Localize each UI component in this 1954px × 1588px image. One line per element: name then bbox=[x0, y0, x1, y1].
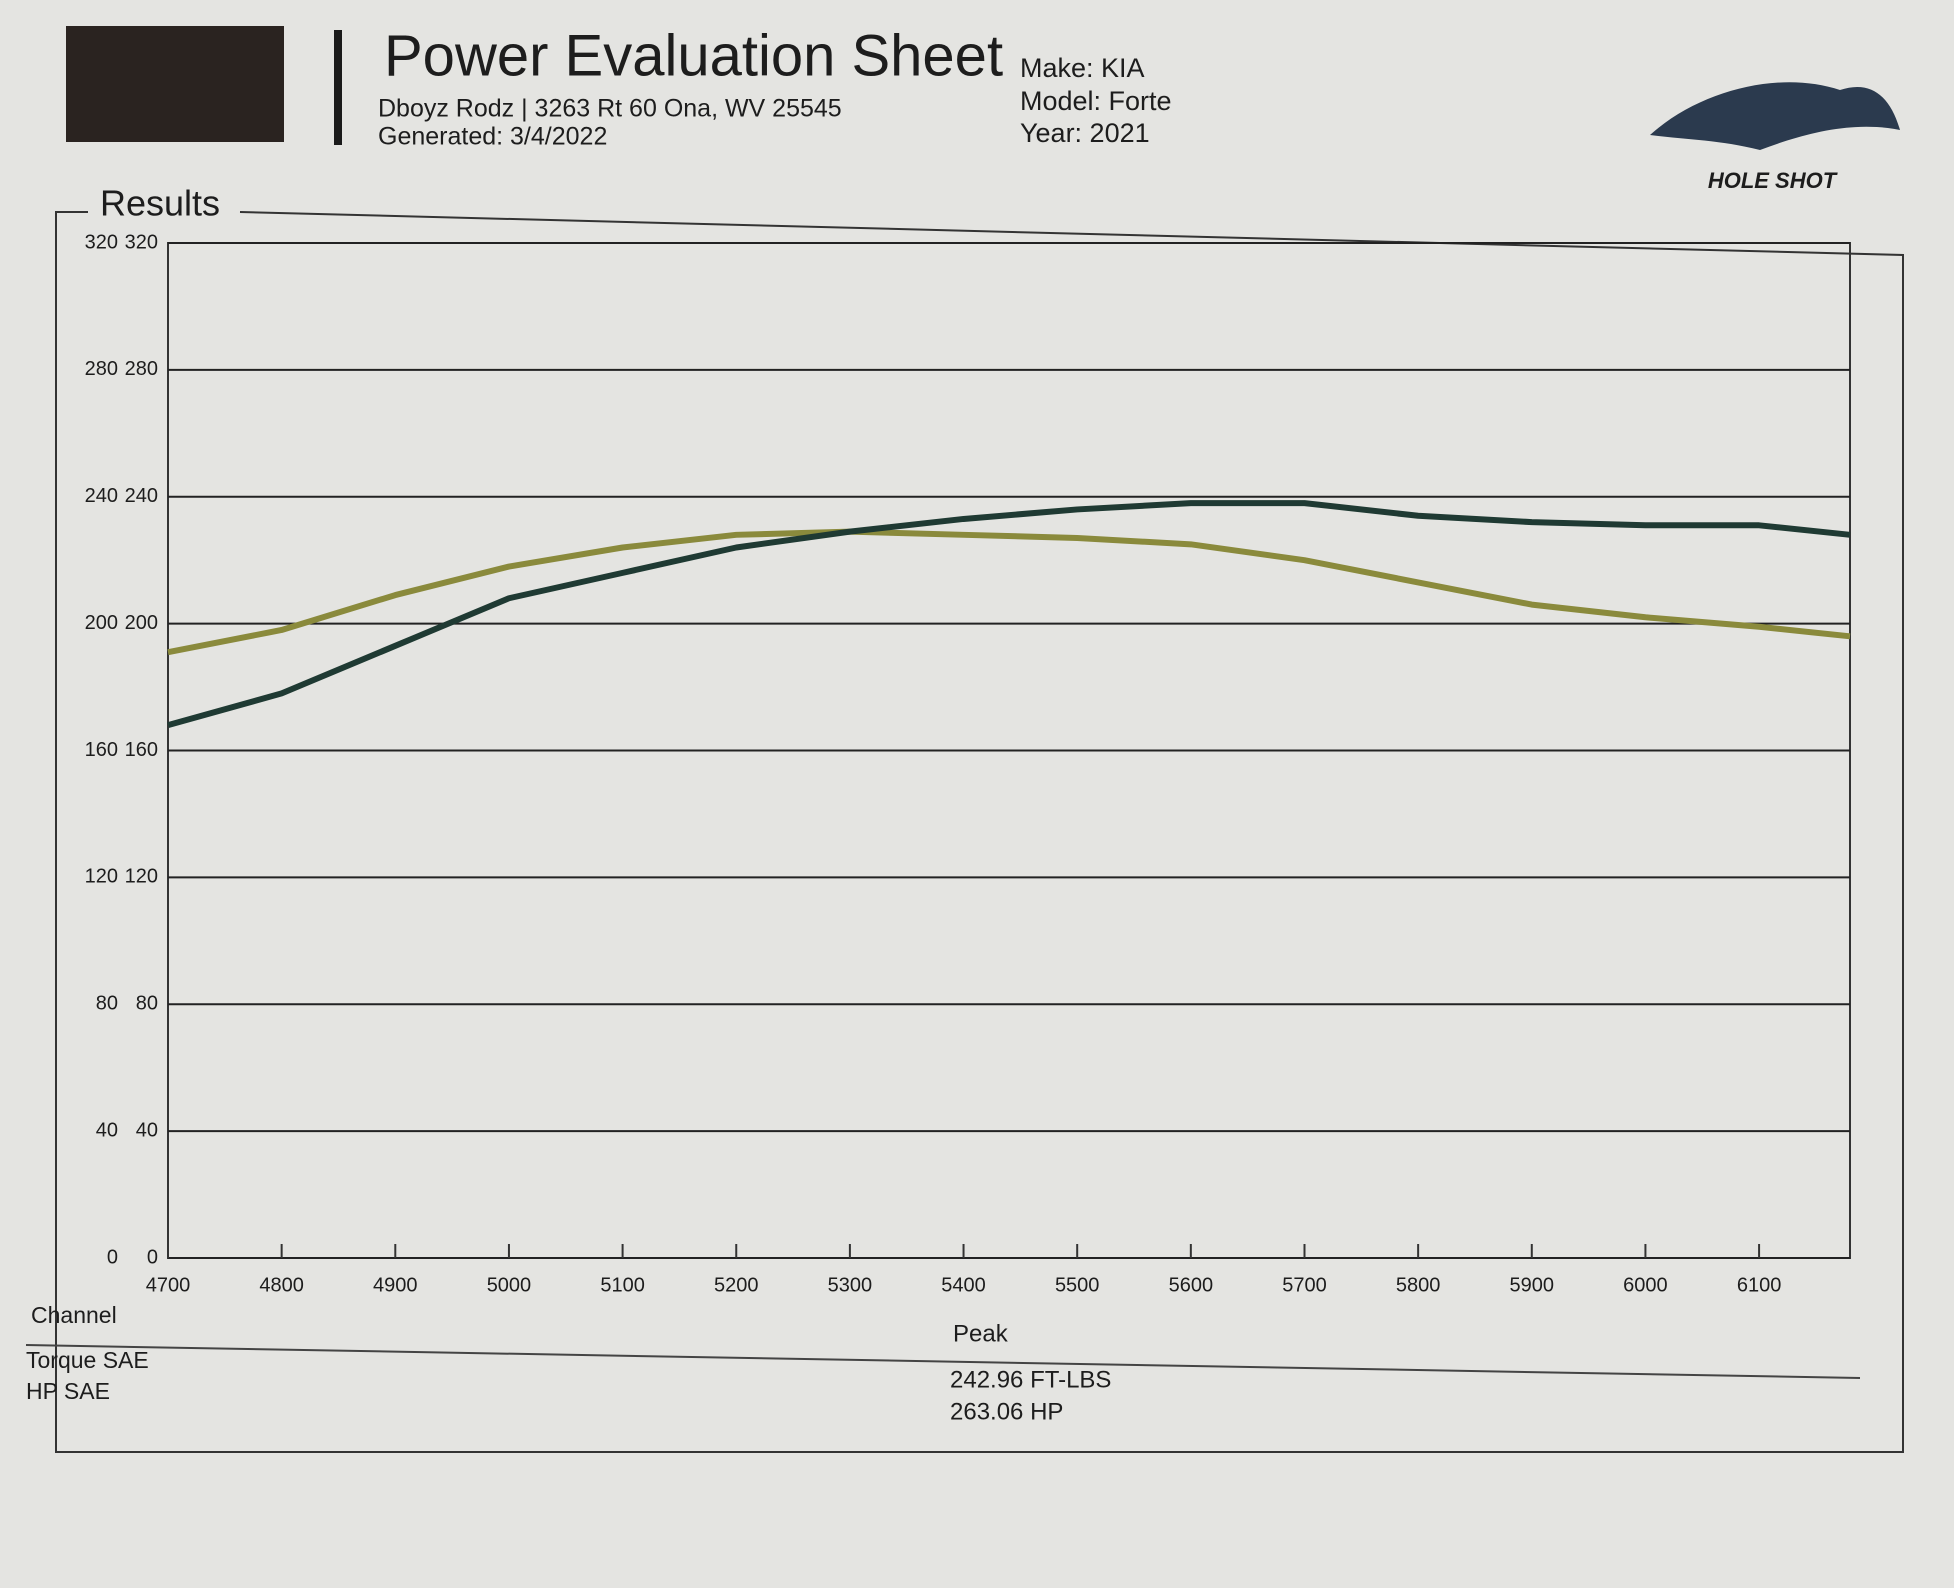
x-tick-label: 5200 bbox=[714, 1274, 759, 1296]
x-tick-label: 5800 bbox=[1396, 1274, 1441, 1296]
y2-tick-label: 40 bbox=[136, 1119, 158, 1141]
x-tick-label: 4700 bbox=[146, 1274, 191, 1296]
y2-tick-label: 320 bbox=[125, 231, 158, 253]
y2-tick-label: 280 bbox=[125, 358, 158, 380]
y-tick-label: 80 bbox=[96, 993, 118, 1015]
y-tick-label: 280 bbox=[85, 358, 118, 380]
year: Year: 2021 bbox=[1020, 118, 1150, 148]
y-tick-label: 120 bbox=[85, 866, 118, 888]
y2-tick-label: 120 bbox=[125, 866, 158, 888]
y2-tick-label: 0 bbox=[147, 1246, 158, 1268]
x-tick-label: 5300 bbox=[828, 1274, 873, 1296]
x-tick-label: 4900 bbox=[373, 1274, 418, 1296]
shop-logo bbox=[66, 26, 284, 142]
section-title: Results bbox=[100, 183, 220, 224]
y-tick-label: 40 bbox=[96, 1119, 118, 1141]
results-frame bbox=[55, 211, 1904, 1453]
header-divider bbox=[334, 30, 342, 145]
x-tick-label: 6100 bbox=[1737, 1274, 1782, 1296]
peak-value: 242.96 FT-LBS bbox=[950, 1366, 1111, 1393]
address: Dboyz Rodz | 3263 Rt 60 Ona, WV 25545 bbox=[378, 95, 842, 123]
x-tick-label: 5000 bbox=[487, 1274, 532, 1296]
generated: Generated: 3/4/2022 bbox=[378, 123, 607, 151]
y-tick-label: 240 bbox=[85, 485, 118, 507]
x-tick-label: 4800 bbox=[259, 1274, 304, 1296]
brand-logo bbox=[1650, 82, 1900, 150]
title: Power Evaluation Sheet bbox=[384, 23, 1003, 88]
model: Model: Forte bbox=[1020, 86, 1172, 116]
y-tick-label: 0 bbox=[107, 1246, 118, 1268]
legend-entry: HP SAE bbox=[26, 1378, 110, 1404]
legend-entry: Torque SAE bbox=[26, 1347, 149, 1373]
y2-tick-label: 80 bbox=[136, 993, 158, 1015]
x-tick-label: 5100 bbox=[600, 1274, 645, 1296]
channel-heading: Channel bbox=[31, 1302, 117, 1328]
x-tick-label: 5600 bbox=[1169, 1274, 1214, 1296]
peak-heading: Peak bbox=[953, 1320, 1009, 1347]
x-tick-label: 5700 bbox=[1282, 1274, 1327, 1296]
y2-tick-label: 240 bbox=[125, 485, 158, 507]
x-tick-label: 5400 bbox=[941, 1274, 986, 1296]
y2-tick-label: 160 bbox=[125, 739, 158, 761]
y-tick-label: 160 bbox=[85, 739, 118, 761]
x-tick-label: 5900 bbox=[1510, 1274, 1555, 1296]
y-tick-label: 320 bbox=[85, 231, 118, 253]
x-tick-label: 6000 bbox=[1623, 1274, 1668, 1296]
series-line bbox=[167, 500, 1851, 729]
footer-rule bbox=[25, 1344, 1861, 1379]
series-line bbox=[167, 528, 1851, 656]
y2-tick-label: 200 bbox=[125, 612, 158, 634]
make: Make: KIA bbox=[1020, 53, 1145, 83]
y-tick-label: 200 bbox=[85, 612, 118, 634]
peak-value: 263.06 HP bbox=[950, 1398, 1063, 1425]
x-tick-label: 5500 bbox=[1055, 1274, 1100, 1296]
brand: HOLE SHOT bbox=[1708, 168, 1838, 193]
